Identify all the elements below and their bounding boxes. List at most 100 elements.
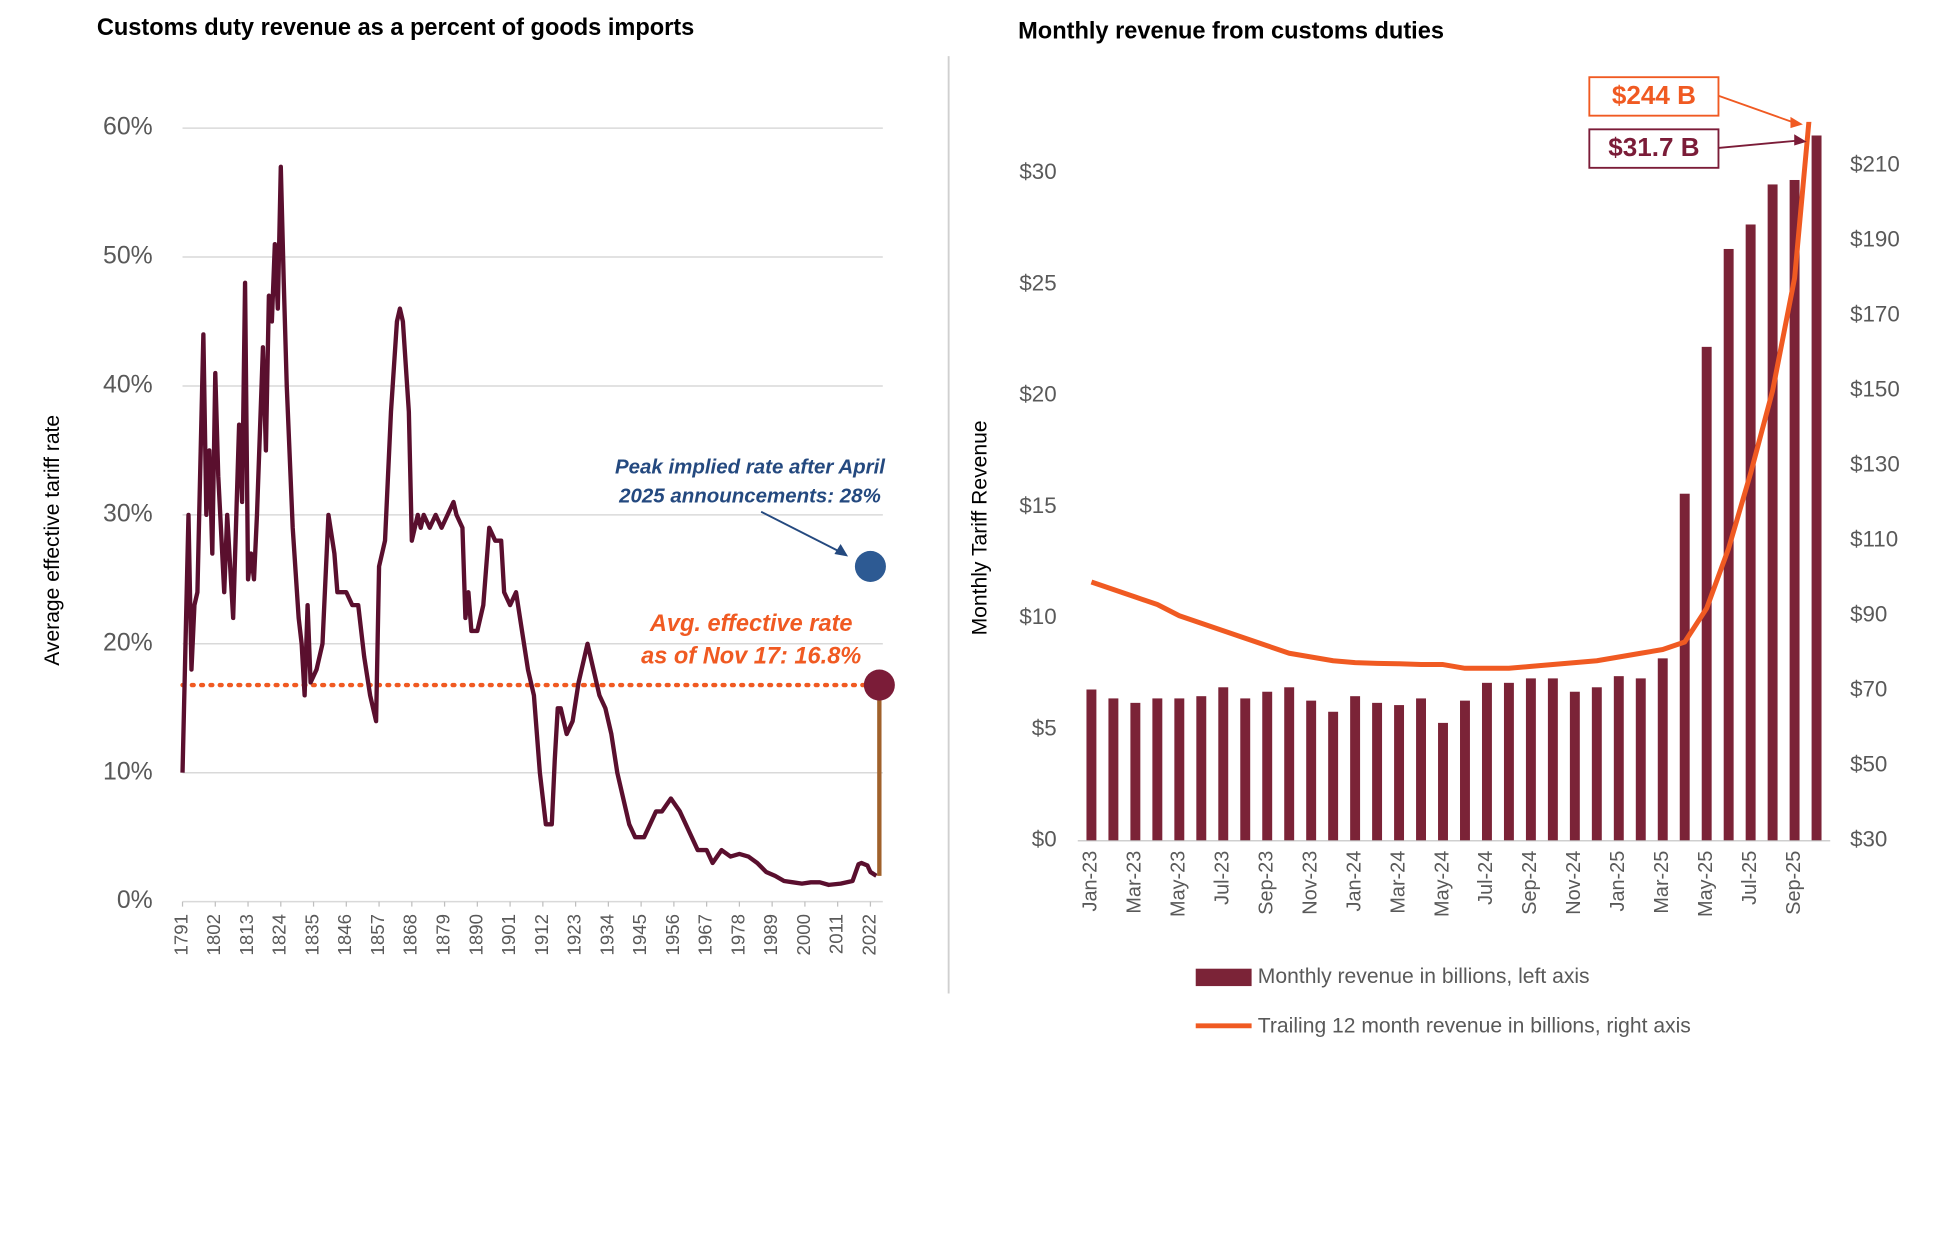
x-tick-label: Mar-24 bbox=[1387, 851, 1409, 914]
arrow bbox=[1718, 139, 1800, 149]
x-tick-label: 1956 bbox=[662, 914, 683, 955]
value-label: $244 B bbox=[1612, 80, 1696, 110]
bar bbox=[1108, 698, 1119, 841]
annotation: Peak implied rate after April bbox=[615, 456, 886, 479]
bar bbox=[1635, 678, 1646, 841]
bar bbox=[1613, 676, 1624, 841]
label-box bbox=[1588, 128, 1720, 169]
y2-tick-label: $210 bbox=[1850, 152, 1900, 177]
y2-tick-label: $130 bbox=[1850, 452, 1900, 477]
bar bbox=[1525, 678, 1536, 841]
legend-label: Monthly revenue in billions, left axis bbox=[1258, 965, 1590, 988]
x-tick-label: 1989 bbox=[760, 914, 781, 955]
y-tick-label: 10% bbox=[103, 758, 153, 785]
x-tick-label: 1978 bbox=[727, 914, 748, 955]
x-tick-label: 1901 bbox=[498, 914, 519, 955]
x-tick-label: 1923 bbox=[564, 914, 585, 955]
bar bbox=[1503, 682, 1514, 841]
bar bbox=[1657, 658, 1668, 841]
y-tick-label: $20 bbox=[1019, 382, 1056, 407]
legend-swatch bbox=[1195, 968, 1252, 987]
y-tick-label: 50% bbox=[103, 243, 153, 270]
line bbox=[180, 164, 878, 888]
y-tick-label: $25 bbox=[1019, 270, 1056, 295]
legend-label: Trailing 12 month revenue in billions, r… bbox=[1258, 1015, 1691, 1038]
bar bbox=[1130, 702, 1141, 841]
bar bbox=[1481, 682, 1492, 841]
y-tick-label: 60% bbox=[103, 114, 153, 141]
x-tick-label: Nov-24 bbox=[1563, 851, 1585, 915]
value-label: $31.7 B bbox=[1608, 132, 1699, 162]
x-tick-label: Sep-25 bbox=[1783, 851, 1805, 915]
bar bbox=[1591, 687, 1602, 841]
x-tick-label: 1868 bbox=[400, 914, 421, 955]
y-tick-label: 30% bbox=[103, 500, 153, 527]
y2-tick-label: $150 bbox=[1850, 377, 1900, 402]
x-tick-label: 1890 bbox=[465, 914, 486, 955]
x-tick-label: Sep-24 bbox=[1519, 851, 1541, 915]
bar bbox=[1394, 705, 1405, 841]
bar bbox=[1152, 698, 1163, 841]
bar bbox=[1196, 696, 1207, 841]
label-box bbox=[1588, 76, 1720, 117]
bar bbox=[1306, 700, 1317, 841]
left-y-label: Average effective tariff rate bbox=[41, 415, 64, 666]
x-tick-label: May-23 bbox=[1168, 851, 1190, 917]
bar bbox=[1438, 722, 1448, 841]
y-tick-label: $5 bbox=[1032, 715, 1057, 740]
y-tick-label: $30 bbox=[1019, 159, 1056, 184]
x-tick-label: May-24 bbox=[1431, 851, 1453, 917]
x-tick-label: 1824 bbox=[269, 914, 290, 955]
bar bbox=[1416, 698, 1426, 841]
arrow-head bbox=[1794, 134, 1807, 146]
bar bbox=[1767, 184, 1778, 841]
arrow-head bbox=[1790, 116, 1803, 129]
arrow bbox=[1718, 94, 1796, 125]
x-tick-label: 1846 bbox=[334, 914, 355, 955]
y-tick-label: 20% bbox=[103, 629, 153, 656]
y2-tick-label: $110 bbox=[1850, 527, 1898, 552]
right-y-label: Monthly Tariff Revenue bbox=[968, 420, 991, 635]
y-tick-label: 0% bbox=[117, 887, 153, 914]
x-tick-label: Jan-24 bbox=[1343, 851, 1365, 912]
y2-tick-label: $50 bbox=[1850, 752, 1887, 777]
bar bbox=[1262, 691, 1273, 841]
bar bbox=[1569, 691, 1580, 841]
bar bbox=[1701, 346, 1712, 841]
x-tick-label: Mar-23 bbox=[1124, 851, 1146, 914]
bar bbox=[1745, 224, 1756, 841]
x-tick-label: 1813 bbox=[236, 914, 257, 955]
y-tick-label: $10 bbox=[1019, 604, 1056, 629]
y2-tick-label: $90 bbox=[1850, 602, 1887, 627]
x-tick-label: 1879 bbox=[433, 914, 454, 955]
y2-tick-label: $190 bbox=[1850, 227, 1900, 252]
y2-tick-label: $70 bbox=[1850, 677, 1887, 702]
bar bbox=[1284, 687, 1295, 841]
x-tick-label: May-25 bbox=[1695, 851, 1717, 917]
arrow bbox=[760, 510, 845, 555]
bar bbox=[1328, 711, 1339, 841]
left-title: Customs duty revenue as a percent of goo… bbox=[97, 14, 694, 40]
x-tick-label: 1912 bbox=[531, 914, 552, 955]
bar bbox=[1460, 700, 1470, 841]
y-tick-label: $0 bbox=[1032, 827, 1057, 852]
bar bbox=[1811, 135, 1822, 841]
x-tick-label: 1791 bbox=[170, 914, 191, 955]
y2-tick-label: $30 bbox=[1850, 827, 1887, 852]
annotation: 2025 announcements: 28% bbox=[618, 484, 881, 507]
bar bbox=[1240, 698, 1251, 841]
x-tick-label: 1934 bbox=[596, 914, 617, 955]
x-tick-label: Jul-24 bbox=[1475, 851, 1497, 905]
bar bbox=[1679, 493, 1690, 841]
x-tick-label: Jan-23 bbox=[1080, 851, 1102, 912]
point bbox=[863, 669, 895, 701]
annotation: Avg. effective rate bbox=[649, 610, 853, 636]
y-tick-label: 40% bbox=[103, 372, 153, 399]
bar bbox=[1789, 179, 1800, 841]
bar bbox=[1218, 687, 1229, 841]
bar bbox=[1350, 696, 1361, 841]
x-tick-label: Mar-25 bbox=[1651, 851, 1673, 914]
y-tick-label: $15 bbox=[1019, 493, 1056, 518]
x-tick-label: 2000 bbox=[793, 914, 814, 955]
